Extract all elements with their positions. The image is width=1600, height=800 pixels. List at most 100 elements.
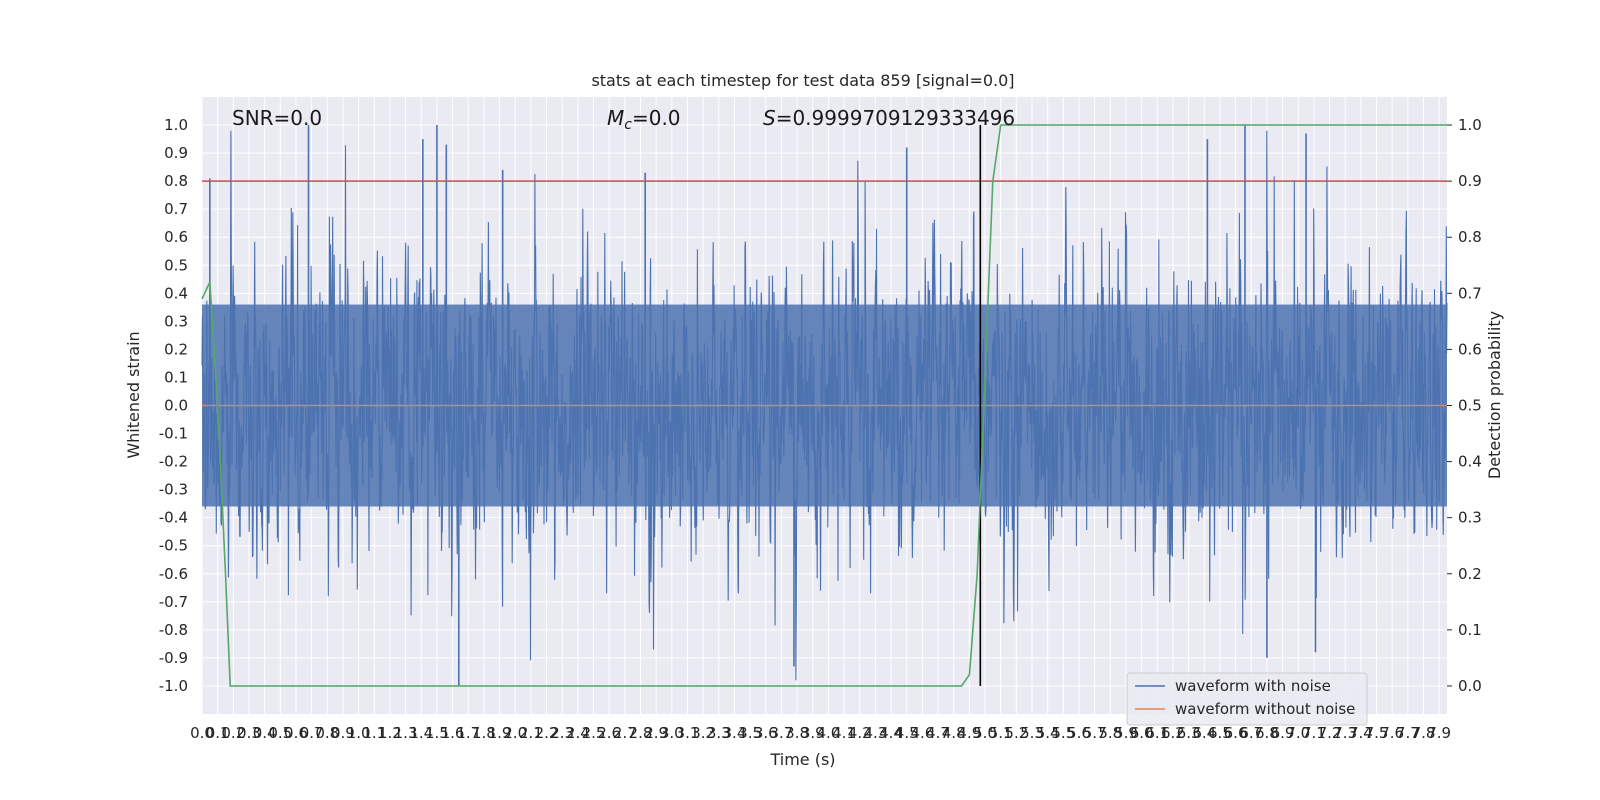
y-tick-label: -0.5 [159, 537, 188, 555]
x-tick-label: 2.7 [613, 724, 637, 742]
legend: waveform with noise waveform without noi… [1126, 672, 1368, 726]
x-tick-label: 1.9 [488, 724, 512, 742]
y-tick-label: 0.6 [164, 228, 188, 246]
x-tick-label: 1.4 [409, 724, 433, 742]
y-tick-label: -0.4 [159, 509, 188, 527]
y-tick-label: -0.8 [159, 621, 188, 639]
legend-entry-clean: waveform without noise [1175, 700, 1355, 718]
legend-box [1126, 672, 1368, 726]
y2-tick-label: 0.6 [1458, 340, 1482, 358]
x-tick-label: 6.0 [1130, 724, 1154, 742]
mc-value: =0.0 [632, 106, 681, 130]
y2-tick-label: 0.4 [1458, 453, 1482, 471]
x-tick-label: 5.5 [1051, 724, 1075, 742]
mc-symbol: M [607, 106, 624, 130]
x-tick-label: 7.8 [1412, 724, 1436, 742]
x-tick-label: 4.7 [926, 724, 950, 742]
y-tick-label: 0.5 [164, 256, 188, 274]
detection-probability-line [201, 124, 1447, 687]
y-tick-label: 0.4 [164, 284, 188, 302]
y-tick-label: 1.0 [164, 116, 188, 134]
y-tick-label: 0.2 [164, 340, 188, 358]
x-tick-label: 3.8 [785, 724, 809, 742]
x-tick-label: 0.6 [284, 724, 308, 742]
x-tick-label: 0.2 [221, 724, 245, 742]
y-tick-label: 0.9 [164, 144, 188, 162]
snr-annotation: SNR=0.0 [232, 106, 322, 130]
x-tick-label: 6.4 [1192, 724, 1216, 742]
y2-tick-label: 0.9 [1458, 172, 1482, 190]
x-tick-label: 4.0 [816, 724, 840, 742]
x-tick-label: 0.9 [331, 724, 355, 742]
legend-entry-noise: waveform with noise [1175, 677, 1331, 695]
x-tick-label: 0.4 [253, 724, 277, 742]
x-tick-label: 1.3 [394, 724, 418, 742]
x-tick-label: 3.2 [691, 724, 715, 742]
x-tick-label: 5.9 [1114, 724, 1138, 742]
y-tick-label: 0.1 [164, 368, 188, 386]
x-tick-label: 5.0 [973, 724, 997, 742]
x-tick-label: 1.0 [347, 724, 371, 742]
x-tick-label: 6.1 [1145, 724, 1169, 742]
x-tick-label: 6.9 [1271, 724, 1295, 742]
x-tick-label: 6.5 [1208, 724, 1232, 742]
x-tick-label: 7.4 [1349, 724, 1373, 742]
x-tick-label: 1.8 [472, 724, 496, 742]
x-tick-label: 4.6 [910, 724, 934, 742]
y-tick-label: 0.7 [164, 200, 188, 218]
x-tick-label: 0.1 [206, 724, 230, 742]
x-tick-label: 5.3 [1020, 724, 1044, 742]
y2-axis-label: Detection probability [1485, 311, 1504, 479]
x-tick-label: 3.6 [754, 724, 778, 742]
x-tick-label: 6.3 [1177, 724, 1201, 742]
x-tick-label: 1.5 [425, 724, 449, 742]
x-tick-label: 6.2 [1161, 724, 1185, 742]
y2-tick-label: 1.0 [1458, 116, 1482, 134]
x-tick-label: 1.1 [362, 724, 386, 742]
x-axis-label: Time (s) [769, 750, 835, 769]
x-tick-label: 5.4 [1036, 724, 1060, 742]
x-tick-label: 2.3 [550, 724, 574, 742]
y2-tick-label: 0.3 [1458, 509, 1482, 527]
x-tick-label: 4.1 [832, 724, 856, 742]
mc-annotation: Mc=0.0 [607, 106, 681, 133]
x-tick-label: 2.2 [535, 724, 559, 742]
y-tick-label: 0.3 [164, 312, 188, 330]
x-tick-label: 4.4 [879, 724, 903, 742]
y-tick-label: -0.3 [159, 481, 188, 499]
x-tick-label: 6.6 [1224, 724, 1248, 742]
x-tick-label: 7.9 [1427, 724, 1451, 742]
y-tick-label: 0.0 [164, 397, 188, 415]
x-tick-label: 4.8 [942, 724, 966, 742]
y-tick-label: 0.8 [164, 172, 188, 190]
x-tick-label: 2.5 [582, 724, 606, 742]
s-symbol: S [763, 106, 776, 130]
overlay-lines [201, 124, 1447, 687]
x-tick-label: 5.7 [1083, 724, 1107, 742]
x-tick-label: 5.1 [989, 724, 1013, 742]
x-tick-label: 6.7 [1239, 724, 1263, 742]
x-tick-label: 7.6 [1380, 724, 1404, 742]
x-tick-label: 3.3 [707, 724, 731, 742]
x-tick-label: 1.6 [441, 724, 465, 742]
x-tick-label: 3.9 [801, 724, 825, 742]
x-tick-label: 0.5 [268, 724, 292, 742]
y2-tick-label: 0.5 [1458, 397, 1482, 415]
y2-tick-label: 0.0 [1458, 677, 1482, 695]
x-tick-label: 3.7 [770, 724, 794, 742]
x-tick-label: 7.3 [1333, 724, 1357, 742]
x-tick-label: 7.2 [1318, 724, 1342, 742]
x-tick-label: 5.8 [1098, 724, 1122, 742]
y2-tick-label: 0.2 [1458, 565, 1482, 583]
x-tick-label: 4.5 [895, 724, 919, 742]
x-tick-label: 6.8 [1255, 724, 1279, 742]
x-tick-label: 3.0 [660, 724, 684, 742]
x-tick-label: 4.3 [863, 724, 887, 742]
x-tick-label: 2.4 [566, 724, 590, 742]
s-annotation: S=0.9999709129333496 [763, 106, 1015, 130]
x-tick-label: 2.6 [597, 724, 621, 742]
x-tick-label: 2.9 [644, 724, 668, 742]
x-tick-label: 1.7 [456, 724, 480, 742]
x-tick-label: 7.0 [1286, 724, 1310, 742]
